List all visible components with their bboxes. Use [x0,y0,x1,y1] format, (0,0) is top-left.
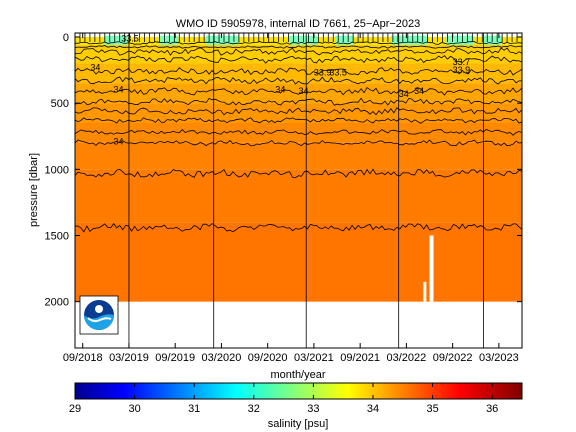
contour-line [75,97,522,106]
y-axis-label: pressure [dbar] [28,153,40,227]
contour-line [75,45,522,49]
contour-line [75,139,522,147]
deep-gap-1 [429,235,434,302]
contour-line [75,128,522,136]
noaa-logo [79,295,119,335]
contour-line [75,87,522,96]
y-axis: 0 500 1000 1500 2000 [45,32,522,309]
x-tick-label: 03/2020 [202,352,242,364]
colorbar-tick-label: 36 [486,403,498,415]
contour-line [75,47,522,56]
contour-label: 34 [114,137,124,147]
x-axis-label: month/year [270,369,325,381]
salinity-layer-2 [75,63,522,84]
vertical-lines [128,33,484,348]
profile-markers [75,33,522,42]
contour-line [75,222,522,233]
y-tick-label: 1500 [45,231,69,243]
contour-label: 33.5 [121,33,139,43]
chart-title: WMO ID 5905978, internal ID 7661, 25−Apr… [176,18,421,30]
contour-label: 33.9 [453,65,471,75]
contour-line [75,107,522,116]
x-axis: 09/2018 03/2019 09/2019 03/2020 09/2020 03/20… [63,33,519,364]
x-tick-label: 03/2019 [109,352,149,364]
contour-line [75,168,522,179]
colorbar [74,382,523,400]
contour-lines [75,41,522,233]
plot-frame [74,32,523,349]
salinity-layer-8 [75,222,522,302]
x-tick-label: 09/2021 [340,352,380,364]
contour-label: 34 [299,86,309,96]
fresh-patch-2 [206,35,239,45]
x-tick-label: 09/2018 [63,352,103,364]
contour-label: 33.5 [329,68,347,78]
contour-line [75,41,522,45]
colorbar-tick-label: 31 [188,403,200,415]
y-tick-label: 0 [63,32,69,44]
contour-label: 34 [414,86,424,96]
colorbar-tick-label: 35 [426,403,438,415]
colorbar-ticks: 29 30 31 32 33 34 35 36 [69,383,498,415]
deep-gap-2 [423,281,427,302]
salinity-layer-4 [75,103,522,123]
contour-label: 33.7 [453,57,471,67]
colorbar-tick-label: 30 [128,403,140,415]
y-tick-label: 1000 [45,164,69,176]
colorbar-tick-label: 34 [367,403,379,415]
salinity-layer-5 [75,123,522,143]
contour-line [75,76,522,85]
salinity-layer-1 [75,44,522,64]
colorbar-tick-label: 32 [248,403,260,415]
fresh-patch-6 [446,35,475,45]
contour-label: 34 [399,89,409,99]
salinity-layer-3 [75,83,522,104]
contour-label: 34 [275,84,285,94]
fresh-patch-7 [483,35,502,45]
fresh-patch-5 [390,35,428,45]
y-tick-label: 500 [51,98,69,110]
x-tick-label: 09/2022 [433,352,473,364]
contour-line [75,117,522,124]
contour-label: 34 [90,62,100,72]
colorbar-tick-label: 29 [69,403,81,415]
contour-line [75,67,522,76]
salinity-layer-7 [75,169,522,223]
y-tick-label: 2000 [45,297,69,309]
contour-line [75,55,522,64]
x-tick-label: 09/2020 [248,352,288,364]
x-tick-label: 03/2022 [387,352,427,364]
x-tick-label: 03/2021 [294,352,334,364]
x-tick-label: 03/2023 [479,352,519,364]
salinity-layers [75,36,522,302]
x-tick-label: 09/2019 [155,352,195,364]
colorbar-tick-label: 33 [307,403,319,415]
colorbar-label: salinity [psu] [268,418,329,430]
contour-label: 33.9 [314,68,332,78]
salinity-layer-6 [75,142,522,170]
contour-label: 34 [114,84,124,94]
fresh-patch-4 [335,35,354,45]
fresh-patch-0 [104,35,128,45]
